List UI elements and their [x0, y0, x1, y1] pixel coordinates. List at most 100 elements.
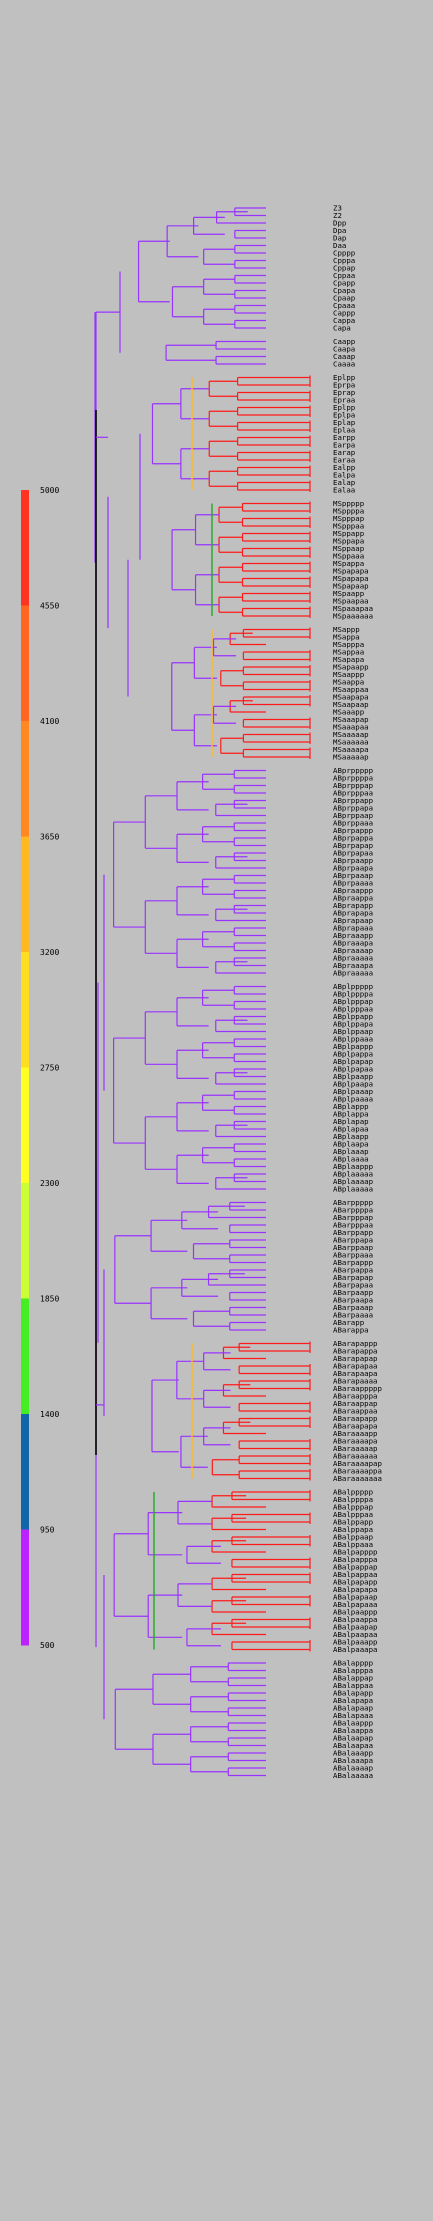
- leaf-label: Ealpp: [333, 463, 355, 472]
- leaf-label: ABplppaap: [333, 1027, 373, 1036]
- leaf-label: ABplpppap: [333, 997, 373, 1006]
- leaf-label: MSppapa: [333, 537, 364, 546]
- leaf-label: ABaraaaaaa: [333, 1452, 378, 1461]
- leaf-label: ABprpppaa: [333, 789, 373, 798]
- legend-segment: [21, 952, 29, 1068]
- leaf-label: Cpaap: [333, 294, 355, 303]
- leaf-label: ABaraaaapa: [333, 1437, 378, 1446]
- leaf-label: MSaaaaaa: [333, 738, 369, 747]
- leaf-label: ABaraaaappa: [333, 1467, 382, 1476]
- leaf-label: Cpaaa: [333, 301, 355, 310]
- leaf-label: MSaapapa: [333, 693, 369, 702]
- leaf-label: Cppap: [333, 264, 355, 273]
- leaf-label: ABalpppaa: [333, 1510, 373, 1519]
- leaf-label: Cappp: [333, 309, 355, 318]
- leaf-label: ABplpppaa: [333, 1005, 373, 1014]
- leaf-label: ABprpaapp: [333, 856, 373, 865]
- leaf-label: MSppapp: [333, 529, 364, 538]
- leaf-label: ABalpapapa: [333, 1585, 378, 1594]
- legend-tick-label: 3650: [40, 833, 59, 842]
- leaf-label: ABalpaappp: [333, 1608, 378, 1617]
- leaf-label: MSppppp: [333, 499, 364, 508]
- leaf-label: MSpaaaaaa: [333, 612, 373, 621]
- leaf-label: ABarpapaa: [333, 1281, 373, 1290]
- legend-tick-label: 4100: [40, 717, 59, 726]
- leaf-label: Cpppa: [333, 256, 355, 265]
- legend-segment: [21, 1529, 29, 1646]
- leaf-label: MSaappaa: [333, 685, 369, 694]
- leaf-label: MSaaapaa: [333, 723, 369, 732]
- leaf-label: ABplpaapp: [333, 1072, 373, 1081]
- leaf-label: ABpraaaap: [333, 946, 373, 955]
- leaf-label: MSpapapa: [333, 574, 369, 583]
- leaf-label: ABplpappa: [333, 1050, 373, 1059]
- leaf-label: MSpppap: [333, 514, 364, 523]
- leaf-label: Capa: [333, 324, 351, 333]
- leaf-label: Caapp: [333, 337, 355, 346]
- leaf-label: ABarppppa: [333, 1206, 373, 1215]
- leaf-label: ABalpapppp: [333, 1548, 378, 1557]
- leaf-label: ABalppapa: [333, 1525, 373, 1534]
- leaf-label: ABalpapppa: [333, 1555, 378, 1564]
- legend-tick-label: 2750: [40, 1064, 59, 1073]
- leaf-label: ABaraaaapp: [333, 1429, 378, 1438]
- leaf-label: ABprpappp: [333, 826, 373, 835]
- leaf-label: ABaraappaa: [333, 1407, 378, 1416]
- leaf-label: ABplaaaap: [333, 1177, 373, 1186]
- leaf-label: MSapapa: [333, 655, 364, 664]
- leaf-label: ABplpapap: [333, 1057, 373, 1066]
- legend-tick-label: 3200: [40, 948, 59, 957]
- leaf-label: ABplppppa: [333, 990, 373, 999]
- leaf-label: Eprpa: [333, 381, 355, 390]
- leaf-label: ABalpaapap: [333, 1623, 378, 1632]
- leaf-label: ABplaaaaa: [333, 1170, 373, 1179]
- leaf-label: ABpraaaaa: [333, 954, 373, 963]
- leaf-label: ABalpaaapa: [333, 1645, 378, 1654]
- leaf-label: ABprppppp: [333, 766, 373, 775]
- leaf-label: MSpaapp: [333, 589, 364, 598]
- leaf-label: ABarapappp: [333, 1339, 378, 1348]
- leaf-label: ABplaapa: [333, 1140, 369, 1149]
- leaf-label: Eplpa: [333, 411, 355, 420]
- leaf-label: ABarpappp: [333, 1258, 373, 1267]
- leaf-label: ABpraaapa: [333, 961, 373, 970]
- leaf-label: ABarapapap: [333, 1354, 378, 1363]
- leaf-label: MSpappa: [333, 559, 364, 568]
- legend-tick-label: 500: [40, 1641, 55, 1650]
- leaf-label: Cpppp: [333, 249, 355, 258]
- leaf-label: ABplapaa: [333, 1125, 369, 1134]
- leaf-label: ABprpapaa: [333, 849, 373, 858]
- leaf-label: ABarpappa: [333, 1266, 373, 1275]
- leaf-label: ABplaapp: [333, 1132, 369, 1141]
- leaf-label: Earaa: [333, 456, 355, 465]
- legend-color-bar: [21, 490, 29, 1646]
- leaf-label: Eplaa: [333, 426, 355, 435]
- leaf-label: ABaraappap: [333, 1399, 378, 1408]
- leaf-label: ABplpaaap: [333, 1087, 373, 1096]
- leaf-label: MSaaaapa: [333, 745, 369, 754]
- leaf-label: MSapppa: [333, 640, 364, 649]
- leaf-label: ABalpaaapp: [333, 1638, 378, 1647]
- leaf-label: Caaap: [333, 352, 355, 361]
- leaf-label: ABaraaaaaaa: [333, 1474, 382, 1483]
- leaf-label: MSappa: [333, 633, 360, 642]
- leaf-label: ABprapaaa: [333, 924, 373, 933]
- leaf-label: MSaapaap: [333, 700, 369, 709]
- leaf-label: ABarapappa: [333, 1347, 378, 1356]
- legend-segment: [21, 721, 29, 837]
- leaf-label: ABalaaaaa: [333, 1771, 373, 1780]
- legend-segment: [21, 1414, 29, 1530]
- leaf-label: MSpapaap: [333, 582, 369, 591]
- leaf-label: ABplaaap: [333, 1147, 369, 1156]
- leaf-label: ABalapppp: [333, 1659, 373, 1668]
- leaf-label: ABplaaaaa: [333, 1185, 373, 1194]
- leaf-label: Earap: [333, 448, 355, 457]
- leaf-label: ABprpapap: [333, 841, 373, 850]
- legend-tick-label: 2300: [40, 1179, 59, 1188]
- leaf-label: Caaaa: [333, 360, 355, 369]
- leaf-label: Cpapa: [333, 286, 355, 295]
- leaf-label: ABalpappap: [333, 1563, 378, 1572]
- leaf-label: Dpp: [333, 219, 346, 228]
- leaf-label: ABalppaap: [333, 1533, 373, 1542]
- leaf-label: ABalaapap: [333, 1734, 373, 1743]
